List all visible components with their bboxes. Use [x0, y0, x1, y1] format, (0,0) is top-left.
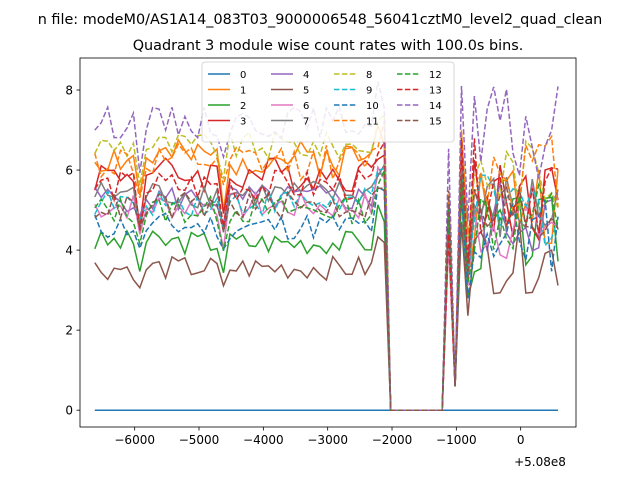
- x-tick-label: 0: [517, 433, 525, 447]
- plot-area: [94, 81, 559, 411]
- y-tick-label: 8: [65, 84, 73, 98]
- x-tick-label: −3000: [307, 433, 348, 447]
- y-tick-label: 6: [65, 164, 73, 178]
- series-line-13: [94, 137, 559, 411]
- x-tick-label: −6000: [114, 433, 155, 447]
- legend-label: 0: [240, 70, 246, 81]
- y-tick-label: 4: [65, 244, 73, 258]
- legend-label: 12: [429, 70, 442, 81]
- legend-label: 1: [240, 86, 246, 97]
- axes: −6000 −5000 −4000 −3000 −2000 −1000 0 0 2 4 6 8: [65, 57, 577, 447]
- series-line-11: [94, 121, 559, 411]
- legend-label: 8: [366, 70, 372, 81]
- series-line-5: [94, 222, 559, 411]
- legend-label: 6: [303, 101, 309, 112]
- legend-label: 15: [429, 117, 442, 128]
- legend-label: 2: [240, 101, 246, 112]
- x-tick-label: −1000: [436, 433, 477, 447]
- series-line-12: [94, 170, 559, 411]
- figure-suptitle: n file: modeM0/AS1A14_083T03_9000006548_…: [38, 12, 603, 28]
- legend-label: 3: [240, 117, 246, 128]
- series-line-6: [94, 164, 559, 411]
- chart-title: Quadrant 3 module wise count rates with …: [133, 38, 524, 54]
- series-line-10: [94, 186, 559, 411]
- legend-label: 5: [303, 86, 309, 97]
- legend-label: 9: [366, 86, 372, 97]
- legend-label: 14: [429, 101, 442, 112]
- legend-label: 13: [429, 86, 442, 97]
- x-tick-label: −4000: [243, 433, 284, 447]
- x-tick-label: −5000: [179, 433, 220, 447]
- series-line-15: [94, 174, 559, 411]
- legend-label: 10: [366, 101, 379, 112]
- y-tick-label: 2: [65, 324, 73, 338]
- legend-label: 7: [303, 117, 309, 128]
- legend-label: 11: [366, 117, 379, 128]
- series-line-2: [94, 194, 559, 411]
- legend-label: 4: [303, 70, 309, 81]
- y-tick-label: 0: [65, 404, 73, 418]
- series-line-1: [94, 122, 559, 411]
- x-tick-label: −2000: [372, 433, 413, 447]
- legend-box: [201, 61, 455, 143]
- x-offset-label: +5.08e8: [514, 455, 566, 469]
